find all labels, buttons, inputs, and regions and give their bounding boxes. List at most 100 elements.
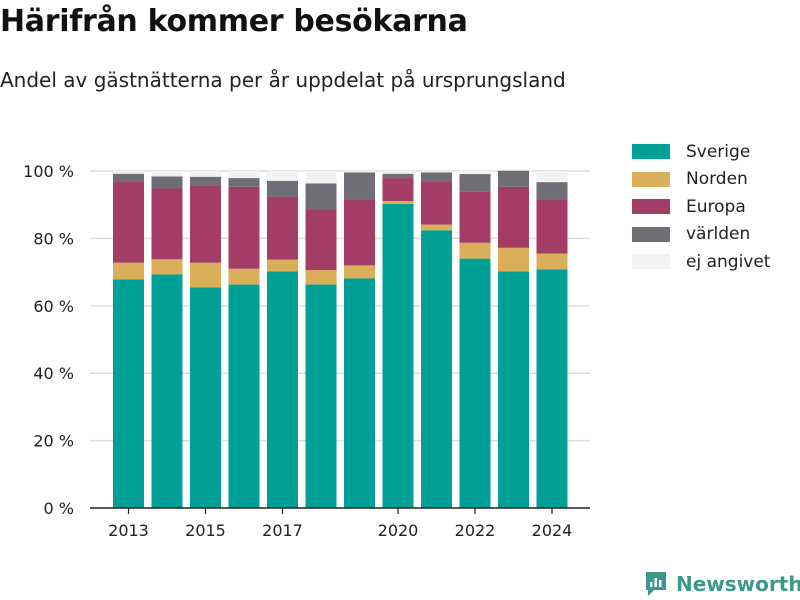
- bar-segment-världen-2021: [421, 172, 452, 182]
- x-axis: 2013 2015 2017 2020 2022 2024: [90, 507, 590, 540]
- x-tick-label: 2022: [455, 521, 496, 540]
- bar-segment-ej-angivet-2024: [536, 171, 568, 183]
- y-tick-label: 0 %: [44, 499, 74, 518]
- bar-segment-ej-angivet-2016: [228, 171, 260, 179]
- bar-stack-2020: [382, 171, 414, 508]
- bar-segment-Sverige-2023: [498, 271, 529, 508]
- y-axis: 0 % 20 % 40 % 60 % 80 % 100 %: [23, 162, 74, 518]
- bar-segment-Europa-2013: [113, 181, 144, 263]
- bar-segment-världen-2022: [459, 174, 491, 192]
- newsworthy-logo-icon: [646, 572, 666, 596]
- bar-segment-Sverige-2015: [190, 287, 221, 508]
- bar-segment-Europa-2016: [228, 186, 260, 269]
- bar-segment-ej-angivet-2021: [421, 171, 452, 173]
- bar-segment-Norden-2021: [421, 224, 452, 231]
- bar-stack-2016: [228, 171, 260, 508]
- brand-logo: Newsworthy: [644, 570, 800, 598]
- y-tick-label: 80 %: [33, 229, 74, 248]
- bar-stack-2022: [459, 171, 491, 508]
- bar-segment-Norden-2016: [228, 268, 260, 285]
- legend-swatch: [632, 226, 670, 242]
- bar-segment-världen-2024: [536, 182, 568, 200]
- bar-segment-ej-angivet-2015: [190, 171, 221, 177]
- bar-segment-Sverige-2016: [228, 284, 260, 508]
- bar-segment-Europa-2019: [344, 199, 375, 266]
- legend-label: Norden: [686, 169, 748, 190]
- y-tick-label: 40 %: [33, 364, 74, 383]
- legend-swatch: [632, 199, 670, 215]
- legend-label: världen: [686, 224, 751, 245]
- legend: Sverige Norden Europa världen ej angivet: [632, 138, 770, 276]
- legend-item-Sverige: Sverige: [632, 138, 770, 166]
- bar-segment-Sverige-2024: [536, 269, 568, 508]
- bar-segment-Norden-2014: [151, 259, 183, 275]
- legend-swatch: [632, 171, 670, 187]
- x-tick-label: 2017: [262, 521, 303, 540]
- bar-segment-ej-angivet-2020: [382, 171, 414, 174]
- bar-segment-världen-2023: [498, 170, 529, 187]
- bar-stack-2024: [536, 171, 568, 508]
- bar-stack-2013: [113, 171, 144, 508]
- bar-segment-Sverige-2017: [267, 271, 298, 508]
- bar-stack-2015: [190, 171, 221, 508]
- bar-segment-Norden-2024: [536, 253, 568, 270]
- legend-item-världen: världen: [632, 221, 770, 249]
- bar-segment-Norden-2018: [305, 270, 337, 285]
- bar-segment-världen-2019: [344, 172, 375, 200]
- bar-segment-Norden-2013: [113, 262, 144, 280]
- bar-segment-ej-angivet-2013: [113, 171, 144, 174]
- bar-segment-Norden-2022: [459, 242, 491, 259]
- bar-segment-Sverige-2014: [151, 274, 183, 508]
- bar-segment-Europa-2023: [498, 186, 529, 248]
- bar-segment-Sverige-2013: [113, 279, 144, 508]
- bar-stack-2014: [151, 171, 183, 508]
- x-tick-label: 2020: [378, 521, 419, 540]
- bar-segment-ej-angivet-2023: [498, 169, 529, 171]
- bar-segment-Sverige-2019: [344, 278, 375, 508]
- brand-name: Newsworthy: [676, 572, 800, 596]
- y-tick-label: 100 %: [23, 162, 74, 181]
- bar-segment-Europa-2020: [382, 178, 414, 201]
- bar-segment-Norden-2023: [498, 247, 529, 272]
- bar-stack-2023: [498, 169, 529, 508]
- bar-segment-ej-angivet-2017: [267, 171, 298, 181]
- y-tick-label: 60 %: [33, 297, 74, 316]
- bar-segment-världen-2017: [267, 180, 298, 197]
- bars: [113, 169, 568, 508]
- bar-segment-Norden-2020: [382, 200, 414, 205]
- bar-segment-Sverige-2020: [382, 204, 414, 508]
- bar-segment-Norden-2017: [267, 259, 298, 272]
- bar-segment-världen-2014: [151, 176, 183, 189]
- bar-segment-världen-2020: [382, 173, 414, 179]
- bar-segment-Sverige-2018: [305, 284, 337, 508]
- bar-segment-Norden-2015: [190, 262, 221, 288]
- bar-segment-Europa-2024: [536, 199, 568, 254]
- bar-segment-Europa-2021: [421, 181, 452, 225]
- x-tick-label: 2015: [185, 521, 226, 540]
- bar-segment-Europa-2014: [151, 188, 183, 260]
- bar-segment-Sverige-2021: [421, 230, 452, 508]
- bar-stack-2019: [344, 171, 375, 508]
- bar-segment-ej-angivet-2014: [151, 171, 183, 177]
- x-tick-label: 2024: [532, 521, 573, 540]
- chart-title: Härifrån kommer besökarna: [0, 4, 468, 39]
- bar-segment-Europa-2022: [459, 191, 491, 243]
- bar-segment-ej-angivet-2018: [305, 171, 337, 184]
- x-tick-label: 2013: [108, 521, 149, 540]
- bar-segment-världen-2018: [305, 183, 337, 210]
- bar-segment-världen-2013: [113, 173, 144, 182]
- bar-segment-Norden-2019: [344, 265, 375, 279]
- legend-item-ej-angivet: ej angivet: [632, 248, 770, 276]
- legend-label: Sverige: [686, 141, 751, 162]
- legend-label: Europa: [686, 196, 746, 217]
- chart-subtitle: Andel av gästnätterna per år uppdelat på…: [0, 68, 566, 92]
- bar-segment-världen-2016: [228, 178, 260, 187]
- y-tick-label: 20 %: [33, 432, 74, 451]
- bar-stack-2017: [267, 171, 298, 508]
- bar-segment-ej-angivet-2022: [459, 171, 491, 175]
- legend-item-Norden: Norden: [632, 166, 770, 194]
- bar-stack-2021: [421, 171, 452, 508]
- legend-item-Europa: Europa: [632, 193, 770, 221]
- bar-segment-ej-angivet-2019: [344, 171, 375, 173]
